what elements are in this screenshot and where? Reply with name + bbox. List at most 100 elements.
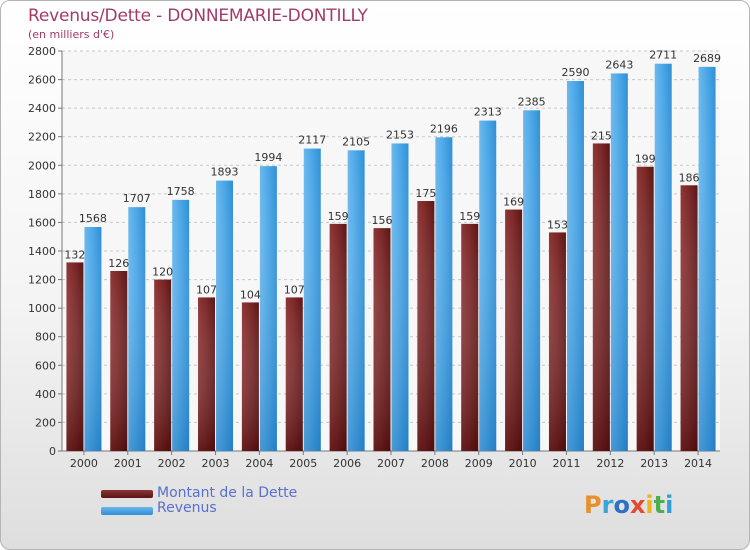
bar-dette-shade <box>110 271 128 451</box>
bar-revenus-shade <box>523 110 541 452</box>
logo-letter: x <box>629 491 646 519</box>
data-label-dette: 175 <box>415 187 436 200</box>
data-label-dette: 153 <box>547 218 568 231</box>
legend-label-revenus: Revenus <box>157 500 217 516</box>
logo-letter: t <box>653 491 666 519</box>
bar-dette-shade <box>373 228 391 451</box>
data-label-revenus: 2313 <box>474 106 502 119</box>
x-tick-label: 2007 <box>377 457 405 470</box>
y-tick-label: 1600 <box>28 216 56 229</box>
data-label-dette: 186 <box>679 171 700 184</box>
x-tick-label: 2013 <box>640 457 668 470</box>
bar-revenus-shade <box>391 143 409 451</box>
x-tick-label: 2000 <box>70 457 98 470</box>
bar-dette-shade <box>461 223 479 451</box>
x-tick-label: 2004 <box>245 457 273 470</box>
data-label-revenus: 2105 <box>342 135 370 148</box>
proxiti-logo: Proxiti <box>584 491 673 519</box>
bar-revenus-shade <box>303 148 321 452</box>
data-label-dette: 156 <box>372 214 393 227</box>
bar-dette-shade <box>505 209 523 451</box>
data-label-dette: 169 <box>503 196 524 209</box>
data-label-dette: 126 <box>108 257 129 270</box>
bar-revenus-shade <box>479 120 497 452</box>
bar-revenus-shade <box>128 207 146 451</box>
data-label-revenus: 1994 <box>254 151 282 164</box>
x-tick-label: 2003 <box>202 457 230 470</box>
data-label-revenus: 2689 <box>693 52 721 65</box>
y-tick-label: 600 <box>35 359 56 372</box>
bar-dette-shade <box>417 201 435 451</box>
bar-revenus-shade <box>566 81 584 451</box>
x-tick-label: 2001 <box>114 457 142 470</box>
data-label-dette: 159 <box>328 210 349 223</box>
bar-dette-shade <box>198 297 216 451</box>
data-label-revenus: 2711 <box>649 49 677 62</box>
bar-dette-shade <box>636 166 654 451</box>
logo-letter: i <box>665 491 674 519</box>
bar-revenus-shade <box>259 166 277 451</box>
y-tick-label: 400 <box>35 388 56 401</box>
y-tick-label: 1800 <box>28 188 56 201</box>
data-label-dette: 159 <box>459 210 480 223</box>
data-label-dette: 120 <box>152 266 173 279</box>
bar-dette-shade <box>680 185 698 452</box>
legend-label-dette: Montant de la Dette <box>157 485 298 501</box>
y-tick-label: 200 <box>35 416 56 429</box>
y-tick-label: 0 <box>49 445 56 458</box>
data-label-revenus: 2117 <box>298 134 326 147</box>
data-label-revenus: 1707 <box>123 192 151 205</box>
x-tick-label: 2002 <box>158 457 186 470</box>
data-label-revenus: 2385 <box>518 95 546 108</box>
data-label-dette: 104 <box>240 288 261 301</box>
bar-revenus-shade <box>698 66 716 451</box>
bar-dette-shade <box>154 279 172 451</box>
y-tick-label: 2200 <box>28 131 56 144</box>
bar-chart: 0 200 400 600 800 1000 1200 1400 1600 1800 2000 220… <box>28 45 721 470</box>
data-label-dette: 199 <box>635 153 656 166</box>
bar-revenus-shade <box>172 199 190 451</box>
bar-revenus-shade <box>216 180 234 452</box>
x-tick-label: 2008 <box>421 457 449 470</box>
y-tick-label: 2600 <box>28 74 56 87</box>
data-label-dette: 107 <box>284 283 305 296</box>
chart-title: Revenus/Dette - DONNEMARIE-DONTILLY <box>28 6 368 26</box>
bar-revenus-shade <box>654 63 672 451</box>
bar-dette-shade <box>592 143 610 451</box>
x-tick-label: 2005 <box>289 457 317 470</box>
data-label-dette: 132 <box>64 248 85 261</box>
bar-dette-shade <box>241 302 259 451</box>
x-tick-label: 2011 <box>552 457 580 470</box>
x-tick-label: 2010 <box>509 457 537 470</box>
x-tick-label: 2012 <box>596 457 624 470</box>
logo-letter: r <box>601 491 614 519</box>
y-tick-label: 1200 <box>28 274 56 287</box>
data-label-revenus: 2643 <box>605 58 633 71</box>
data-label-revenus: 1568 <box>79 212 107 225</box>
y-tick-label: 1000 <box>28 302 56 315</box>
data-label-revenus: 2153 <box>386 128 414 141</box>
y-tick-label: 1400 <box>28 245 56 258</box>
chart-subtitle: (en milliers d'€) <box>28 28 115 41</box>
bar-revenus-shade <box>84 227 102 451</box>
bar-revenus-shade <box>347 150 365 452</box>
y-tick-label: 2000 <box>28 159 56 172</box>
logo-letter: i <box>645 491 654 519</box>
y-tick-label: 800 <box>35 331 56 344</box>
data-label-dette: 107 <box>196 283 217 296</box>
x-tick-label: 2009 <box>465 457 493 470</box>
legend-swatch-revenus <box>101 507 153 515</box>
bar-dette-shade <box>329 223 347 451</box>
logo-letter: o <box>613 491 630 519</box>
bar-revenus-shade <box>610 73 628 451</box>
x-tick-label: 2006 <box>333 457 361 470</box>
data-label-revenus: 2196 <box>430 122 458 135</box>
logo-letter: P <box>584 491 602 519</box>
data-label-revenus: 1893 <box>211 166 239 179</box>
legend-swatch-dette <box>101 490 153 498</box>
y-tick-label: 2800 <box>28 45 56 58</box>
bar-revenus-shade <box>435 137 453 452</box>
y-tick-label: 2400 <box>28 102 56 115</box>
bar-dette-shade <box>548 232 566 451</box>
